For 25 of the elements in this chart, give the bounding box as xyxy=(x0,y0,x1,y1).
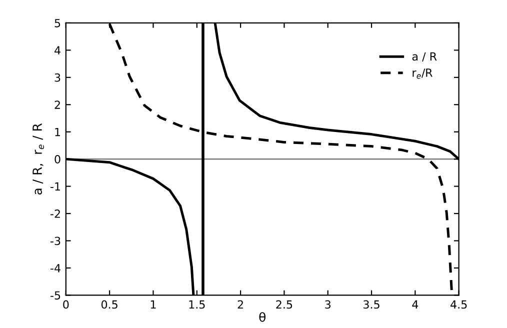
y-tick-label: -3 xyxy=(50,236,60,246)
y-tick-label: 5 xyxy=(54,19,60,28)
y-tick-label: 2 xyxy=(54,100,60,109)
y-tick-label: -2 xyxy=(50,210,60,218)
y-tick-label: 0 xyxy=(54,155,60,164)
x-axis-title: θ xyxy=(259,312,266,322)
y-tick-label: 1 xyxy=(55,128,60,136)
x-tick-label: 3.5 xyxy=(364,300,380,309)
x-tick-label: 0.5 xyxy=(101,300,118,309)
x-tick-label: 2 xyxy=(238,300,243,309)
x-tick-label: 1.5 xyxy=(189,300,205,309)
x-tick-label: 3 xyxy=(325,300,331,309)
y-tick-label: 4 xyxy=(54,46,60,54)
y-tick-label: -5 xyxy=(50,291,60,300)
x-tick-label: 2.5 xyxy=(276,300,292,309)
x-tick-label: 1 xyxy=(150,300,156,309)
x-tick-label: 4.5 xyxy=(450,300,467,309)
x-tick-label: 0 xyxy=(63,300,69,309)
legend-label: r$_{e}$/R xyxy=(412,68,432,79)
y-axis-title: a / R, r$_{e}$ / R xyxy=(32,123,44,195)
legend-label: a / R xyxy=(412,52,437,62)
y-tick-label: 3 xyxy=(54,73,60,82)
y-tick-label: -4 xyxy=(50,264,60,272)
x-tick-label: 4 xyxy=(412,300,418,309)
y-tick-label: -1 xyxy=(50,182,60,191)
